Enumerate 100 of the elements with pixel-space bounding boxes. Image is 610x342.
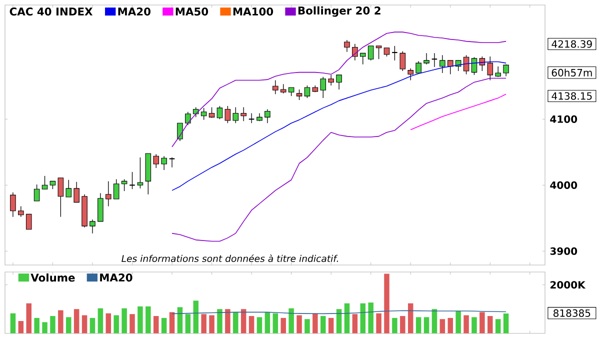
bar <box>193 300 198 334</box>
candlestick <box>121 178 128 192</box>
candlestick <box>431 52 438 68</box>
chart-title: CAC 40 INDEX <box>10 7 93 16</box>
bar <box>153 316 159 334</box>
candlestick <box>471 56 478 76</box>
text: 4218.39 <box>552 40 592 48</box>
annotation: Les informations sont données à titre indicatif. <box>122 254 338 262</box>
candlestick <box>106 180 112 206</box>
legend-label: Bollinger 20 2 <box>298 6 380 17</box>
bar <box>106 313 112 334</box>
candlestick <box>10 192 16 217</box>
bar <box>304 318 310 334</box>
candlestick <box>168 156 176 168</box>
candlestick <box>344 39 350 52</box>
bar <box>146 306 151 334</box>
bar <box>400 316 406 334</box>
candlestick <box>137 156 144 189</box>
candlestick <box>113 178 120 200</box>
candlestick <box>463 54 470 74</box>
candlestick <box>392 45 398 61</box>
candlestick <box>328 74 334 86</box>
bar <box>217 308 222 334</box>
bar <box>448 318 453 334</box>
candlestick <box>352 43 358 61</box>
legend-label: MA50 <box>176 7 208 16</box>
bar <box>328 318 334 334</box>
candlestick <box>240 106 246 122</box>
bar <box>50 316 56 334</box>
candlestick <box>264 108 270 124</box>
candlestick <box>66 179 72 198</box>
candlestick <box>18 206 24 217</box>
candlestick <box>280 84 286 94</box>
candlestick <box>216 105 223 120</box>
bar <box>272 313 278 334</box>
bar <box>288 308 294 334</box>
bar <box>98 308 104 334</box>
candlestick <box>224 105 231 124</box>
bar <box>384 273 390 334</box>
bar <box>169 312 175 334</box>
legend-label: Volume <box>30 273 75 282</box>
legend-label: MA100 <box>233 7 274 16</box>
bar <box>408 303 414 334</box>
bar <box>42 322 48 334</box>
candlestick <box>447 60 454 74</box>
candlestick <box>487 56 494 80</box>
bar <box>480 312 485 334</box>
bar <box>360 303 366 334</box>
y-tick-label: 4100 <box>550 115 578 123</box>
bar <box>296 315 302 334</box>
candlestick <box>34 184 40 202</box>
bar <box>416 316 422 334</box>
bar <box>432 308 438 334</box>
bar <box>74 308 80 334</box>
bar <box>472 316 477 334</box>
legend-label: MA20 <box>118 7 150 16</box>
bar <box>248 316 254 334</box>
y-tick-label: 4000 <box>550 181 578 189</box>
candlestick <box>376 45 382 60</box>
bar <box>280 318 286 334</box>
bar <box>225 308 230 334</box>
bar <box>336 308 342 334</box>
legend-label: MA20 <box>100 273 132 282</box>
bar <box>130 314 135 334</box>
bar <box>424 316 430 334</box>
candlestick <box>74 181 80 202</box>
bar <box>456 310 461 334</box>
candlestick <box>200 107 207 120</box>
candlestick <box>208 106 215 118</box>
candlestick <box>408 68 414 80</box>
bar <box>392 318 398 334</box>
candlestick <box>416 60 422 74</box>
candlestick <box>161 156 167 170</box>
bar <box>26 303 32 334</box>
bar <box>66 316 72 334</box>
bar <box>58 310 64 334</box>
bar <box>18 320 24 334</box>
bar <box>256 316 262 334</box>
candlestick <box>400 50 406 72</box>
bar <box>177 306 183 334</box>
candlestick <box>98 192 104 222</box>
candlestick <box>320 76 326 98</box>
bar <box>368 302 374 334</box>
bar <box>240 308 246 334</box>
y-tick-label: 2000K <box>550 280 586 288</box>
bar <box>352 314 358 334</box>
bar <box>464 315 469 334</box>
candlestick <box>296 88 302 100</box>
bar <box>114 315 119 334</box>
bar <box>161 318 167 334</box>
y-tick-label: 3900 <box>550 247 578 255</box>
text: 60h57m <box>552 68 592 76</box>
bar <box>320 316 326 334</box>
bar <box>122 308 127 334</box>
candlestick <box>26 214 32 230</box>
bar <box>488 316 493 334</box>
bar <box>264 312 270 334</box>
candlestick <box>440 54 446 74</box>
bar <box>376 313 382 334</box>
bar <box>233 312 238 334</box>
